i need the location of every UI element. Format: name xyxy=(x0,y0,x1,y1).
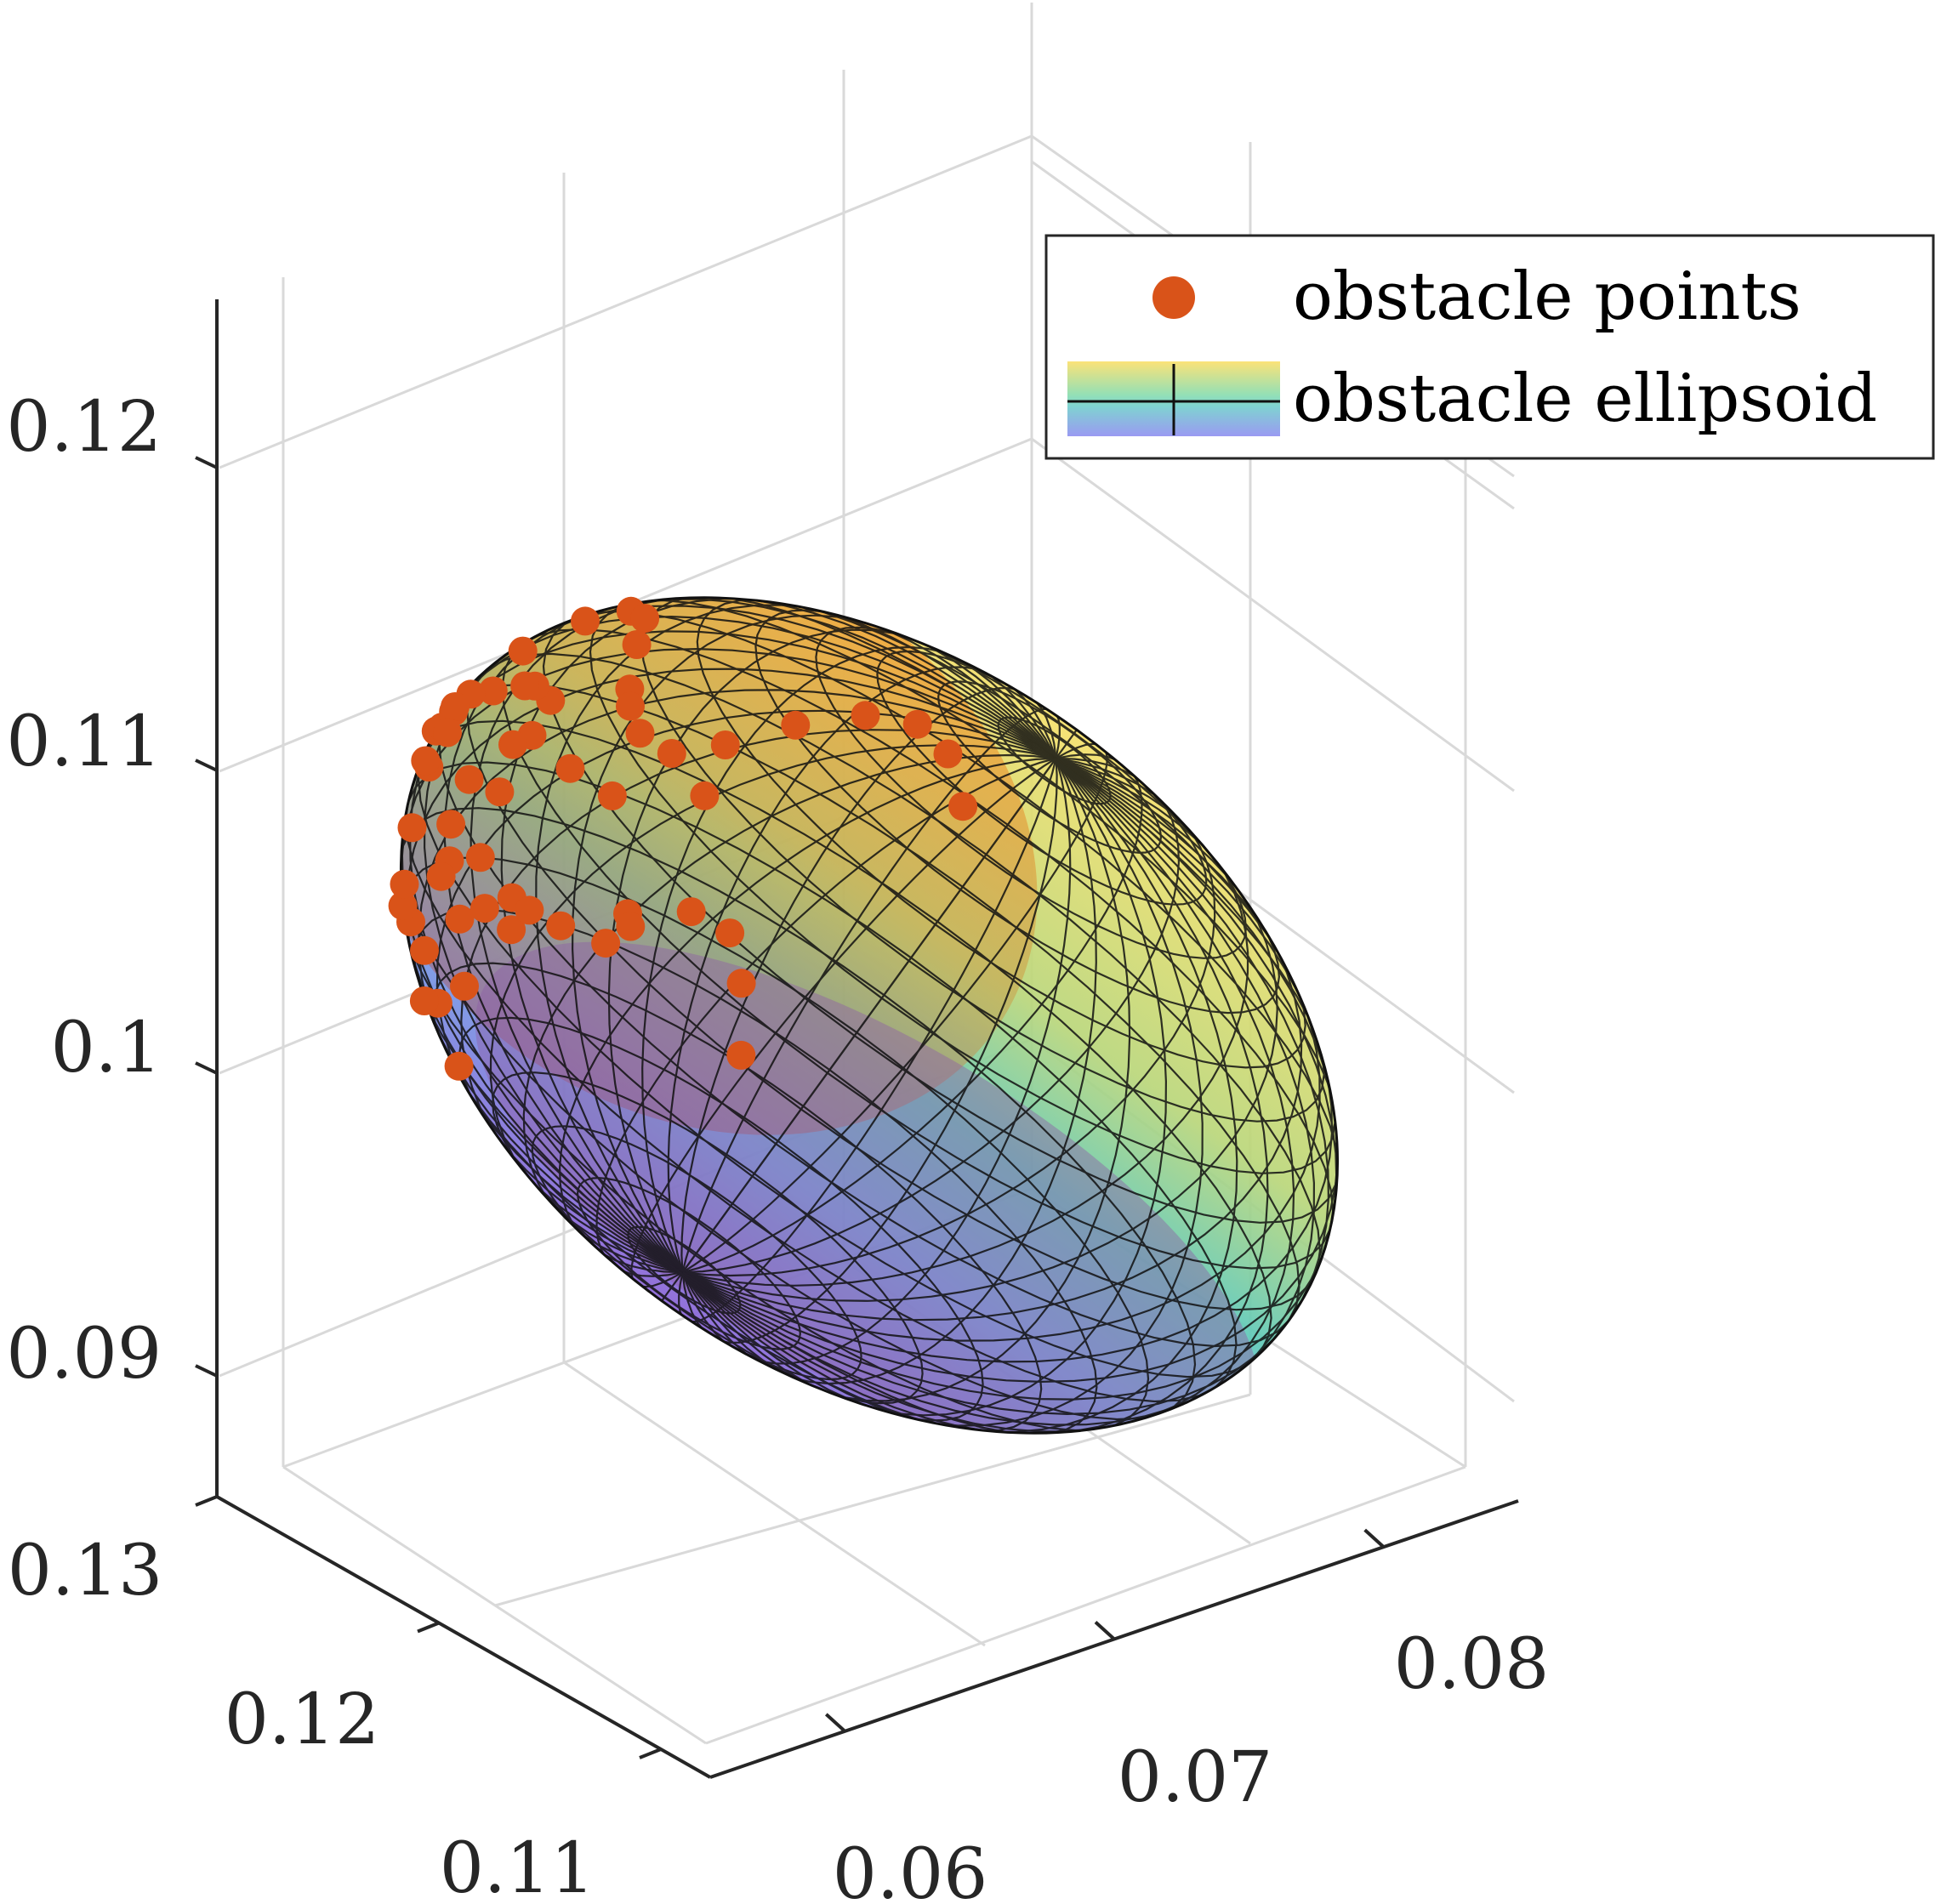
obstacle-point xyxy=(445,904,475,934)
mesh-parallel xyxy=(937,680,1163,854)
y-tick-label: 0.12 xyxy=(225,1679,380,1760)
obstacle-point xyxy=(498,730,527,759)
obstacle-point xyxy=(710,730,740,759)
obstacle-point xyxy=(616,912,646,941)
obstacle-point xyxy=(546,911,576,941)
z-tick-label: 0.09 xyxy=(6,1314,162,1395)
obstacle-point xyxy=(555,753,585,783)
z-tick-mark xyxy=(195,456,218,469)
obstacle-point xyxy=(657,739,686,768)
x-tick-label: 0.07 xyxy=(1118,1737,1273,1818)
legend-label-ellipsoid: obstacle ellipsoid xyxy=(1293,361,1877,437)
mesh-parallel xyxy=(997,716,1112,805)
legend-marker-points xyxy=(1152,276,1195,319)
obstacle-point xyxy=(616,691,645,721)
y-tick-label: 0.11 xyxy=(440,1828,595,1904)
z-tick-mark xyxy=(195,1364,218,1378)
obstacle-point xyxy=(781,710,811,740)
obstacle-point xyxy=(409,986,439,1015)
z-tick-label: 0.1 xyxy=(51,1008,162,1088)
z-tick-label: 0.12 xyxy=(6,387,162,468)
obstacle-points xyxy=(388,596,978,1081)
tick-labels: 0.12 0.11 0.1 0.09 0.13 0.12 0.11 0.06 0… xyxy=(6,387,1549,1904)
obstacle-point xyxy=(933,739,963,769)
obstacle-point xyxy=(726,969,756,998)
mesh-parallel xyxy=(404,761,1238,1403)
x-tick-mark xyxy=(1094,1621,1116,1640)
ellipsoid-shadow-patch xyxy=(475,941,1261,1474)
obstacle-point xyxy=(388,891,418,921)
x-tick-mark xyxy=(824,1713,846,1733)
obstacle-point xyxy=(597,781,627,810)
obstacle-point xyxy=(465,843,495,872)
legend-label-points: obstacle points xyxy=(1293,259,1801,335)
obstacle-point xyxy=(948,792,978,821)
obstacle-point xyxy=(485,777,515,807)
obstacle-point xyxy=(410,935,439,965)
obstacle-point xyxy=(571,606,600,636)
y-tick-mark xyxy=(639,1748,662,1759)
obstacle-point xyxy=(622,630,652,659)
obstacle-point xyxy=(441,692,470,721)
obstacle-point xyxy=(470,894,499,924)
x-tick-mark xyxy=(1363,1528,1386,1549)
obstacle-point xyxy=(625,719,655,748)
obstacle-point xyxy=(436,810,466,839)
obstacle-point xyxy=(676,897,706,927)
obstacle-point xyxy=(630,604,660,634)
mesh-parallel xyxy=(576,1177,801,1350)
obstacle-point xyxy=(851,701,880,730)
z-tick-label: 0.11 xyxy=(6,702,162,782)
obstacle-point xyxy=(591,929,621,958)
obstacle-point xyxy=(715,918,745,948)
obstacle-point xyxy=(433,718,462,747)
obstacle-point xyxy=(397,813,427,843)
x-tick-label: 0.06 xyxy=(833,1834,988,1904)
obstacle-point xyxy=(690,781,720,810)
z-tick-mark xyxy=(195,759,218,772)
y-tick-mark xyxy=(195,1495,218,1507)
obstacle-point xyxy=(515,895,544,925)
obstacle-point xyxy=(411,746,441,776)
mesh-parallel xyxy=(696,599,1306,1069)
y-axis-line xyxy=(216,1495,711,1779)
z-tick-mark xyxy=(195,1061,218,1075)
obstacle-point xyxy=(454,764,484,794)
obstacle-point xyxy=(902,709,932,739)
y-tick-label: 0.13 xyxy=(8,1531,163,1611)
mesh-parallel xyxy=(627,1225,742,1315)
x-tick-label: 0.08 xyxy=(1394,1624,1550,1705)
legend: obstacle points obstacle ellipsoid xyxy=(1044,234,1935,460)
obstacle-point xyxy=(726,1040,756,1070)
mesh-parallel xyxy=(432,962,1043,1432)
obstacle-point xyxy=(497,915,526,945)
obstacle-point xyxy=(444,1051,474,1081)
obstacle-point xyxy=(390,869,419,899)
y-tick-mark xyxy=(417,1621,440,1634)
obstacle-point xyxy=(450,971,479,1001)
mesh-parallel xyxy=(542,610,1340,1224)
obstacle-point xyxy=(508,636,538,666)
obstacle-point xyxy=(478,676,508,706)
obstacle-point xyxy=(510,671,540,701)
obstacle-point xyxy=(426,861,456,891)
tick-marks xyxy=(195,456,1386,1759)
